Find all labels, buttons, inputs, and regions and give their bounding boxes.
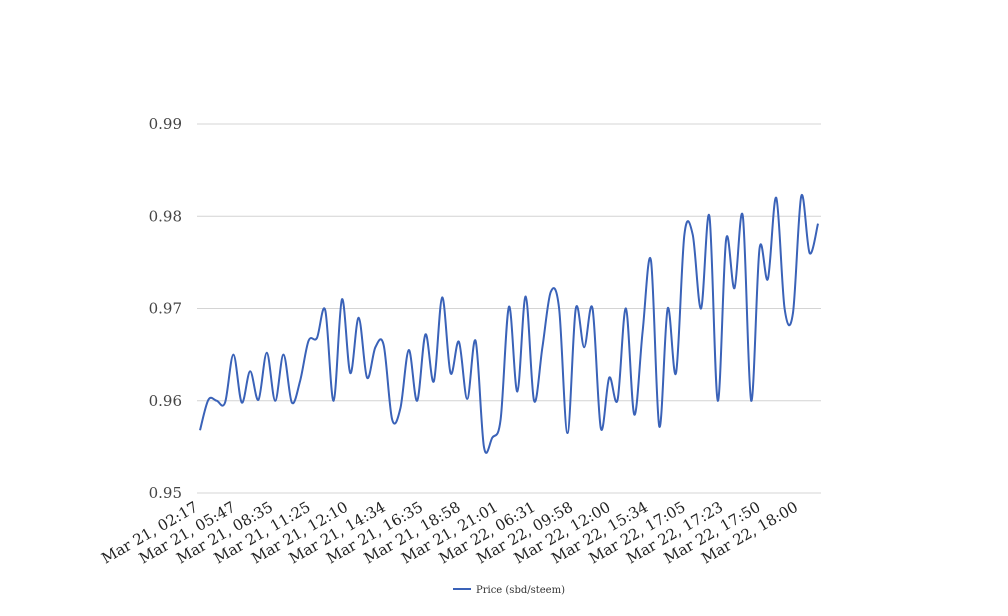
legend-label: Price (sbd/steem) [476,585,565,596]
series-layer [199,194,819,454]
y-tick-label: 0.98 [149,207,182,225]
y-tick-label: 0.97 [149,300,182,318]
y-tick-label: 0.99 [149,115,182,133]
legend: Price (sbd/steem) [453,585,565,596]
y-tick-label: 0.96 [149,392,182,410]
y-tick-label: 0.95 [149,484,182,502]
y-axis-tick-labels: 0.95 0.96 0.97 0.98 0.99 [149,115,182,502]
series-line-0 [199,194,819,454]
